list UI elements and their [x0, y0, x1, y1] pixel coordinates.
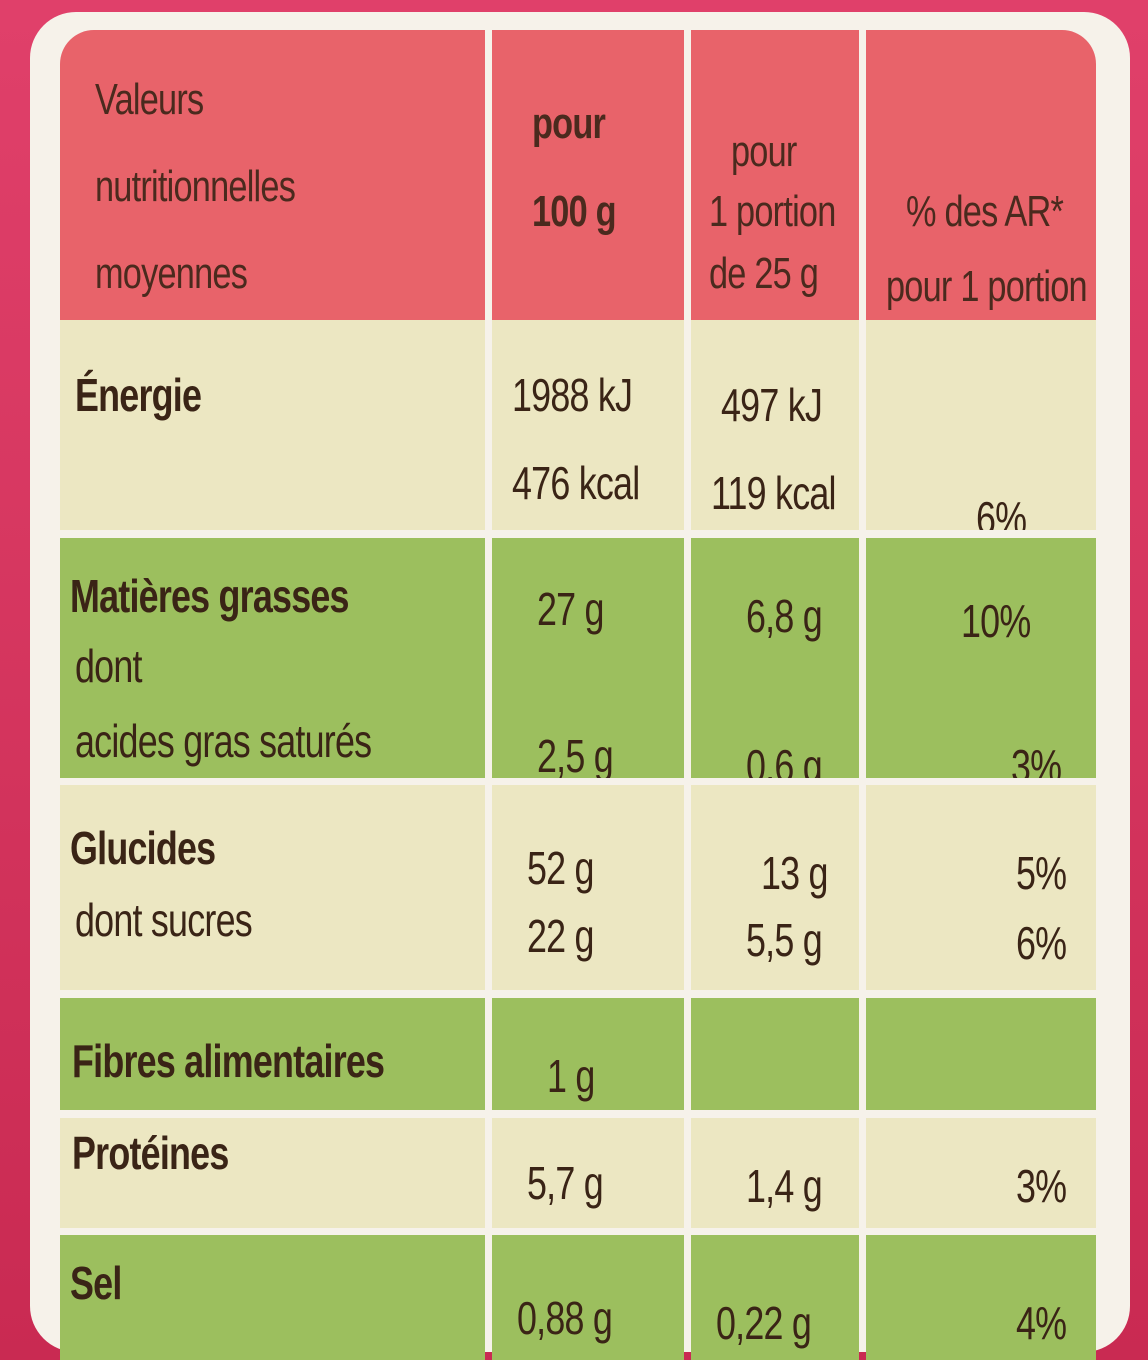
header-cell-per100: pour 100 g: [492, 30, 684, 320]
row-protein-label: Protéines: [72, 1127, 229, 1179]
row-protein-perportion-cell: 1,4 g: [691, 1118, 859, 1228]
row-fat-per100-cell: 27 g 2,5 g: [492, 538, 684, 778]
row-fat-perportion: 6,8 g: [746, 590, 823, 642]
row-carbs-ar: 5%: [1016, 847, 1067, 899]
header-values-line3: moyennes: [95, 249, 248, 298]
row-energy-ar-cell: 6%: [866, 320, 1096, 530]
row-fibre-per100: 1 g: [547, 1050, 595, 1102]
row-saturated-label: acides gras saturés: [75, 715, 372, 767]
header-perportion-line1: pour: [731, 127, 797, 176]
row-fibre-per100-cell: 1 g: [492, 998, 684, 1110]
row-fat-perportion-cell: 6,8 g 0,6 g: [691, 538, 859, 778]
row-energy-kj-per100: 1988 kJ: [512, 369, 633, 421]
row-carbs-per100: 52 g: [527, 842, 594, 894]
row-energy-per100-cell: 1988 kJ 476 kcal: [492, 320, 684, 530]
row-energy-label: Énergie: [75, 369, 202, 421]
row-energy-kcal-per100: 476 kcal: [512, 457, 640, 509]
row-sugars-label: dont sucres: [75, 894, 253, 946]
row-energy-perportion-cell: 497 kJ 119 kcal: [691, 320, 859, 530]
row-energy-kj-perportion: 497 kJ: [721, 379, 823, 431]
header-values-line2: nutritionnelles: [95, 162, 296, 211]
row-sugars-ar: 6%: [1016, 917, 1067, 969]
row-sugars-per100: 22 g: [527, 910, 594, 962]
row-carbs-perportion: 13 g: [761, 847, 828, 899]
row-fibre-perportion-cell: [691, 998, 859, 1110]
row-salt-per100-cell: 0,88 g: [492, 1235, 684, 1360]
row-salt-ar-cell: 4%: [866, 1235, 1096, 1360]
header-cell-values: Valeurs nutritionnelles moyennes: [60, 30, 485, 320]
row-fat-ar: 10%: [961, 595, 1031, 647]
row-carbs-perportion-cell: 13 g 5,5 g: [691, 785, 859, 990]
row-saturated-perportion: 0,6 g: [746, 740, 823, 778]
row-protein-per100-cell: 5,7 g: [492, 1118, 684, 1228]
row-salt-ar: 4%: [1016, 1297, 1067, 1349]
row-fibre-label-cell: Fibres alimentaires: [60, 998, 485, 1110]
header-per100-line2: 100 g: [532, 187, 617, 236]
row-carbs-per100-cell: 52 g 22 g: [492, 785, 684, 990]
row-fibre-label: Fibres alimentaires: [72, 1035, 385, 1087]
header-ar-line1: % des AR*: [906, 187, 1064, 236]
row-fibre-ar-cell: [866, 998, 1096, 1110]
row-salt-per100: 0,88 g: [517, 1292, 613, 1344]
row-energy-label-cell: Énergie: [60, 320, 485, 530]
header-ar-line2: pour 1 portion: [886, 262, 1088, 311]
row-protein-ar: 3%: [1016, 1160, 1067, 1212]
row-fat-label-cell: Matières grasses dont acides gras saturé…: [60, 538, 485, 778]
row-fat-label: Matières grasses: [70, 570, 350, 622]
nutrition-table: Valeurs nutritionnelles moyennes pour 10…: [60, 30, 1100, 1360]
row-salt-perportion: 0,22 g: [716, 1297, 812, 1349]
row-carbs-label: Glucides: [70, 822, 216, 874]
row-salt-perportion-cell: 0,22 g: [691, 1235, 859, 1360]
row-carbs-label-cell: Glucides dont sucres: [60, 785, 485, 990]
row-protein-per100: 5,7 g: [527, 1157, 604, 1209]
header-cell-perportion: pour 1 portion de 25 g: [691, 30, 859, 320]
row-salt-label: Sel: [70, 1257, 122, 1309]
row-protein-label-cell: Protéines: [60, 1118, 485, 1228]
row-fat-per100: 27 g: [537, 583, 604, 635]
row-protein-ar-cell: 3%: [866, 1118, 1096, 1228]
row-fat-ar-cell: 10% 3%: [866, 538, 1096, 778]
header-cell-ar: % des AR* pour 1 portion: [866, 30, 1096, 320]
row-sugars-perportion: 5,5 g: [746, 914, 823, 966]
row-saturated-ar: 3%: [1011, 740, 1062, 778]
row-fat-dont-label: dont: [75, 640, 142, 692]
row-salt-label-cell: Sel: [60, 1235, 485, 1360]
row-protein-perportion: 1,4 g: [746, 1160, 823, 1212]
row-saturated-per100: 2,5 g: [537, 730, 614, 778]
row-carbs-ar-cell: 5% 6%: [866, 785, 1096, 990]
row-energy-ar: 6%: [976, 492, 1027, 530]
header-perportion-line3: de 25 g: [709, 249, 819, 298]
row-energy-kcal-perportion: 119 kcal: [711, 467, 837, 519]
header-values-line1: Valeurs: [95, 75, 204, 124]
header-perportion-line2: 1 portion: [709, 187, 836, 236]
header-per100-line1: pour: [532, 99, 606, 148]
